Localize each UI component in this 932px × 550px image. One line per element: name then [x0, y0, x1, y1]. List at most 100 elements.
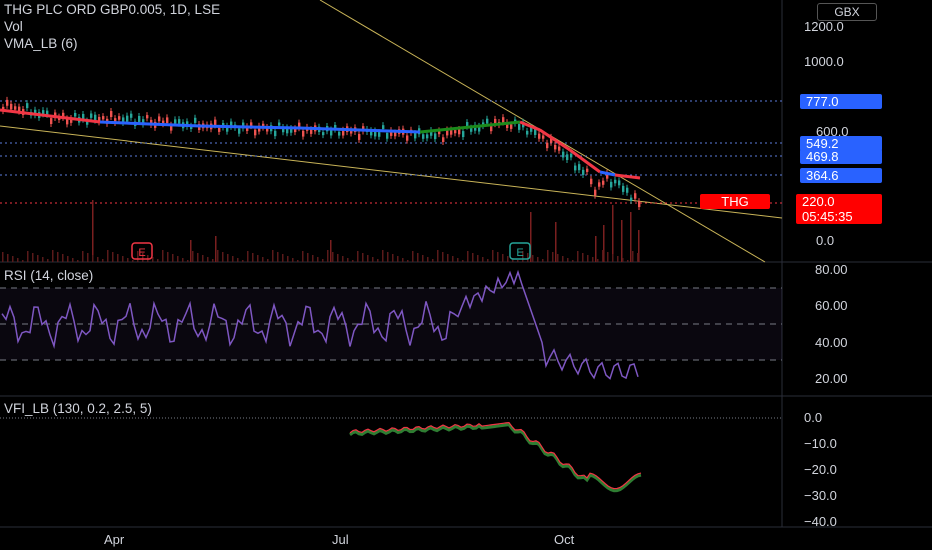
candle-body	[266, 126, 269, 132]
candle-body	[506, 122, 509, 129]
rsi-tick: 20.00	[815, 371, 848, 386]
candle-body	[310, 129, 313, 134]
currency-button[interactable]: GBX	[817, 3, 877, 21]
time-label-jul: Jul	[332, 532, 349, 547]
candle-body	[542, 135, 545, 139]
candle-body	[638, 201, 641, 208]
candle-body	[534, 128, 537, 135]
candle-body	[338, 131, 341, 136]
volume-bar	[312, 255, 314, 262]
volume-bar	[317, 257, 319, 262]
candle-body	[138, 115, 141, 122]
volume-bar	[112, 252, 114, 262]
candle-body	[294, 128, 297, 133]
volume-bar	[612, 205, 614, 262]
vma-line	[614, 173, 641, 180]
candle-body	[422, 134, 425, 139]
volume-bar	[97, 257, 99, 262]
candle-body	[302, 130, 305, 137]
volume-bar	[62, 254, 64, 262]
volume-bar	[277, 252, 279, 262]
earnings-marker-label: E	[138, 247, 145, 259]
candle-body	[526, 130, 529, 135]
volume-bar	[497, 252, 499, 262]
volume-bar	[627, 260, 629, 262]
candle-body	[618, 180, 621, 186]
candle-body	[334, 124, 337, 130]
volume-bar	[638, 230, 640, 262]
volume-bar	[107, 250, 109, 262]
volume-bar	[132, 260, 134, 262]
volume-bar	[487, 259, 489, 262]
candle-body	[562, 151, 565, 158]
volume-bar	[77, 260, 79, 262]
candle-body	[194, 117, 197, 123]
volume-bar	[352, 260, 354, 262]
vfi-title[interactable]: VFI_LB (130, 0.2, 2.5, 5)	[4, 401, 152, 416]
last-price-value: 220.0	[802, 194, 835, 209]
vol-indicator-label[interactable]: Vol	[4, 19, 23, 34]
volume-bar	[337, 254, 339, 262]
candle-body	[438, 130, 441, 135]
candle-body	[14, 106, 17, 110]
candle-body	[386, 132, 389, 139]
volume-bar	[582, 253, 584, 262]
price-tick: 0.0	[816, 233, 835, 248]
volume-bar	[142, 253, 144, 262]
volume-bar	[587, 255, 589, 262]
candle-body	[262, 123, 265, 128]
candle-body	[606, 172, 609, 179]
candle-body	[50, 118, 53, 124]
candle-body	[226, 125, 229, 132]
vma-indicator-label[interactable]: VMA_LB (6)	[4, 36, 78, 51]
candle-body	[94, 114, 97, 121]
candle-body	[150, 119, 153, 125]
candle-body	[218, 127, 221, 132]
volume-bar	[257, 255, 259, 262]
volume-bar	[617, 256, 619, 262]
candle-body	[550, 136, 553, 143]
candle-body	[554, 144, 557, 150]
volume-bar	[282, 254, 284, 262]
volume-bar	[402, 258, 404, 262]
candle-body	[114, 118, 117, 124]
rsi-title[interactable]: RSI (14, close)	[4, 268, 94, 283]
volume-bar	[492, 250, 494, 262]
volume-bar	[603, 225, 605, 262]
volume-bar	[297, 260, 299, 262]
volume-bar	[417, 253, 419, 262]
candle-body	[530, 126, 533, 132]
candle-body	[370, 130, 373, 136]
candle-body	[86, 120, 89, 125]
candle-body	[494, 118, 497, 125]
vfi-tick: 0.0	[804, 410, 823, 425]
volume-bar	[607, 252, 609, 262]
volume-bar	[532, 255, 534, 262]
earnings-marker	[509, 242, 531, 260]
candle-body	[390, 130, 393, 136]
volume-bar	[287, 256, 289, 262]
candle-body	[74, 112, 77, 117]
candle-body	[130, 113, 133, 118]
candle-body	[190, 125, 193, 130]
candle-body	[26, 103, 29, 109]
candle-body	[34, 109, 37, 116]
candle-body	[586, 168, 589, 172]
volume-bar	[197, 253, 199, 262]
volume-bar	[342, 256, 344, 262]
candle-body	[282, 127, 285, 133]
volume-bar	[397, 256, 399, 262]
candle-body	[174, 119, 177, 124]
volume-bar	[595, 236, 597, 262]
volume-bar	[322, 259, 324, 262]
price-tag-777: 777.0	[800, 94, 882, 109]
vfi-line	[349, 422, 642, 493]
volume-bar	[482, 257, 484, 262]
candle-body	[278, 122, 281, 126]
volume-bar	[622, 258, 624, 262]
candle-body	[46, 110, 49, 115]
volume-bar	[117, 254, 119, 262]
volume-bar	[187, 260, 189, 262]
rsi-line	[1, 269, 639, 380]
